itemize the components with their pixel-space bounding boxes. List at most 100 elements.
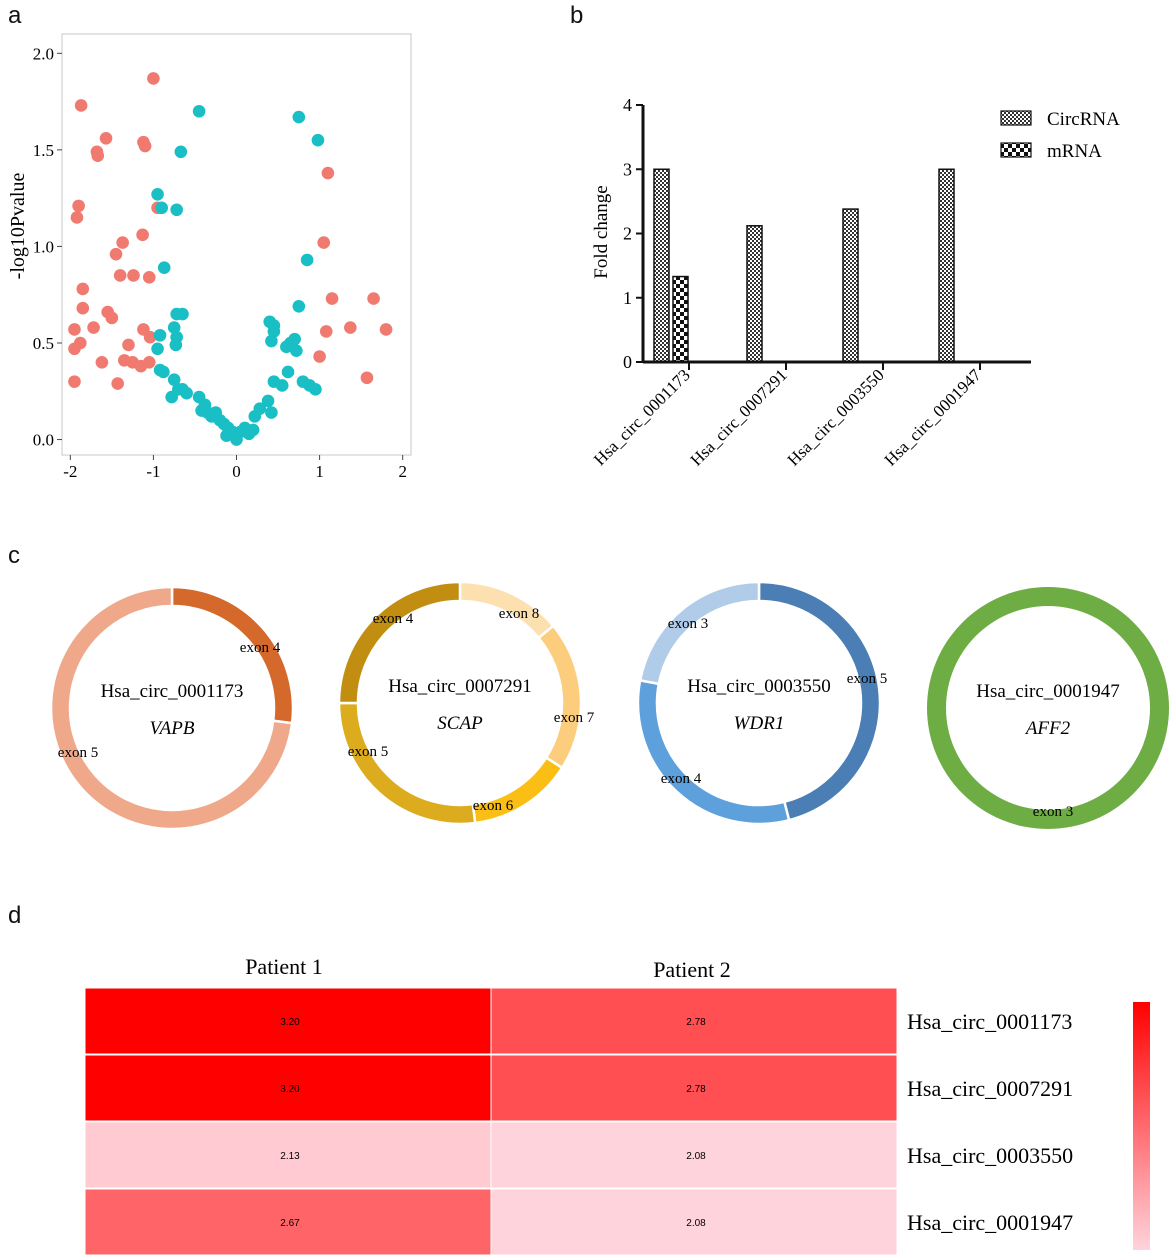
donut-0-circ-label: Hsa_circ_0001173 [101, 681, 244, 702]
volcano-point-red-36 [325, 292, 339, 305]
volcano-point-teal-37 [253, 402, 267, 415]
donut-2-segment-0 [757, 580, 882, 822]
volcano-point-red-26 [122, 338, 135, 352]
bar-circrna-3 [938, 168, 955, 363]
heatmap-cell-r3-c1 [490, 1188, 898, 1256]
volcano-point-red-32 [68, 375, 81, 388]
donut-1-segment-4 [337, 580, 462, 705]
volcano-point-red-8 [72, 199, 85, 213]
volcano-point-red-31 [142, 356, 156, 369]
panel-letter-b: b [570, 2, 584, 29]
volcano-point-teal-35 [246, 423, 260, 437]
donut-1-segment-label-0: exon 8 [499, 606, 539, 622]
volcano-point-teal-55 [300, 253, 314, 267]
volcano-plot-frame [61, 33, 412, 456]
volcano-xtick-label-2: 0 [232, 462, 241, 481]
volcano-point-red-29 [95, 356, 109, 369]
panel-letter-c: c [8, 542, 20, 569]
volcano-ytick-label-4: 2.0 [33, 44, 54, 63]
legend-label-mrna: mRNA [1047, 141, 1102, 162]
volcano-point-teal-0 [192, 104, 206, 118]
donut-1-segment-1 [536, 624, 583, 770]
volcano-point-red-28 [118, 354, 131, 367]
heatmap-cell-value-r0-c1: 2.78 [686, 1017, 706, 1028]
volcano-point-teal-39 [265, 406, 278, 419]
volcano-point-teal-3 [155, 201, 169, 215]
heatmap-cell-value-r0-c0: 3.20 [280, 1017, 300, 1028]
volcano-point-red-35 [317, 236, 331, 249]
legend-swatch-circrna [1000, 110, 1032, 126]
volcano-point-red-15 [142, 271, 156, 284]
bar-mrna-0 [672, 275, 689, 363]
donut-3-segment-0 [927, 587, 1169, 829]
volcano-point-red-37 [319, 325, 333, 338]
heatmap-cell-r1-c0 [84, 1054, 492, 1122]
bar-ytick-label-1: 1 [623, 288, 632, 308]
volcano-xtick-label-0: -2 [63, 462, 77, 481]
bar-category-label-3: Hsa_circ_0001947 [881, 365, 986, 470]
bar-ylabel: Fold change [591, 185, 612, 278]
volcano-plot: -2 -1 0 1 2 0.0 0.5 1.0 1.5 2.0 -log10Pvalue [7, 33, 412, 481]
volcano-point-teal-5 [157, 261, 171, 274]
volcano-point-red-2 [99, 131, 113, 145]
volcano-point-red-39 [344, 321, 357, 334]
heatmap-col-header-patient-2: Patient 2 [653, 957, 731, 982]
volcano-point-red-38 [313, 350, 326, 363]
volcano-point-red-11 [116, 236, 129, 249]
donut-3-segment-label-0: exon 3 [1033, 804, 1073, 820]
volcano-point-red-33 [111, 377, 124, 390]
volcano-point-teal-51 [292, 299, 306, 313]
volcano-xtick-label-1: -1 [146, 462, 160, 481]
volcano-point-teal-41 [275, 379, 289, 392]
heatmap-cell-r3-c0 [84, 1188, 492, 1256]
volcano-point-teal-2 [151, 187, 164, 201]
donut-1-segment-label-4: exon 4 [373, 611, 414, 627]
volcano-point-teal-49 [290, 344, 303, 358]
heatmap-row-label-1: Hsa_circ_0007291 [907, 1076, 1073, 1101]
donut-1-segment-label-2: exon 6 [473, 798, 514, 814]
volcano-ylabel: -log10Pvalue [7, 173, 29, 280]
donut-2-segment-2 [638, 580, 761, 686]
volcano-point-teal-8 [167, 321, 181, 334]
patient-heatmap: 3.20 2.78 Hsa_circ_0001173 3.20 2.78 Hsa_circ… [84, 954, 1150, 1256]
legend-swatch-mrna [1000, 142, 1032, 158]
bar-ytick-label-3: 3 [623, 159, 632, 179]
heatmap-cell-value-r2-c1: 2.08 [686, 1151, 706, 1162]
donut-2-segment-1 [636, 678, 791, 826]
donut-2-gene-label: WDR1 [734, 713, 785, 734]
volcano-point-teal-18 [165, 390, 178, 404]
heatmap-cell-value-r1-c0: 3.20 [280, 1084, 300, 1095]
volcano-point-red-23 [143, 330, 157, 344]
donut-3-circ-label: Hsa_circ_0001947 [976, 681, 1120, 702]
volcano-point-red-4 [91, 149, 105, 162]
volcano-point-teal-46 [267, 319, 281, 332]
volcano-ytick-label-3: 1.5 [33, 141, 54, 160]
donut-2-segment-label-1: exon 4 [661, 771, 702, 787]
donut-2: exon 5 exon 4 exon 3 Hsa_circ_0003550 WDR1 [636, 580, 887, 826]
bar-circrna-0 [653, 168, 670, 363]
bar-category-label-0: Hsa_circ_0001173 [590, 365, 694, 469]
volcano-point-red-41 [379, 323, 393, 336]
bar-ytick-label-4: 4 [623, 95, 632, 115]
volcano-point-teal-4 [170, 203, 183, 217]
volcano-point-red-14 [127, 269, 140, 282]
volcano-point-teal-38 [261, 394, 275, 408]
volcano-point-red-16 [76, 282, 90, 296]
volcano-point-red-12 [109, 247, 123, 261]
heatmap-cell-value-r1-c1: 2.78 [686, 1084, 706, 1095]
volcano-point-teal-1 [174, 145, 188, 159]
heatmap-cell-r0-c0 [84, 987, 492, 1055]
bar-category-label-1: Hsa_circ_0007291 [687, 365, 791, 469]
heatmap-colorbar [1133, 1002, 1150, 1250]
heatmap-col-header-patient-1: Patient 1 [245, 954, 323, 979]
donut-1-circ-label: Hsa_circ_0007291 [388, 676, 532, 697]
bar-circrna-2 [842, 208, 859, 363]
volcano-point-red-19 [105, 311, 119, 325]
volcano-point-teal-56 [311, 133, 325, 147]
donut-1-segment-label-1: exon 7 [554, 710, 595, 726]
volcano-point-red-40 [367, 292, 380, 305]
volcano-ytick-label-2: 1.0 [33, 237, 54, 256]
volcano-xtick-label-4: 2 [398, 462, 407, 481]
